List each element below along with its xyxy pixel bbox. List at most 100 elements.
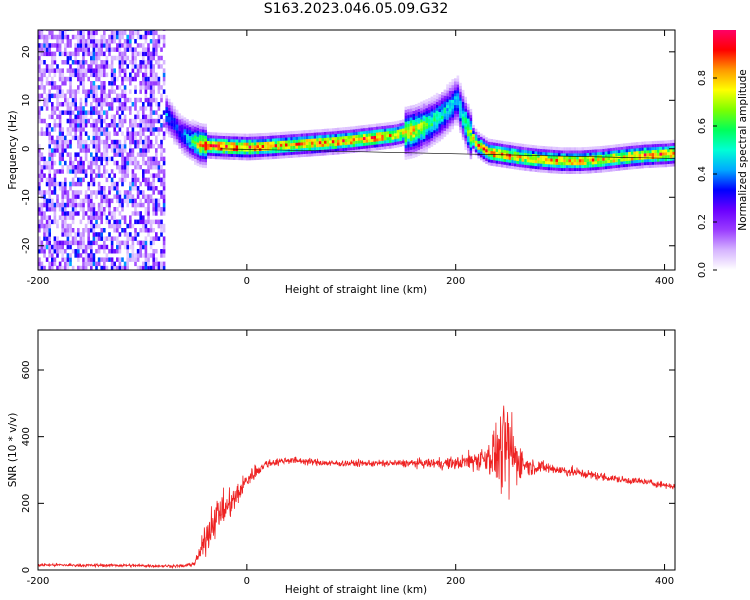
heatmap-cell-2422 (303, 136, 306, 140)
heatmap-cell-2072 (204, 153, 207, 157)
heatmap-cell-1454 (134, 39, 137, 44)
heatmap-cell-65 (40, 118, 44, 124)
heatmap-cell-1318 (126, 236, 129, 241)
heatmap-cell-2157 (227, 150, 231, 154)
heatmap-cell-3047 (446, 125, 449, 129)
heatmap-cell-1161 (116, 244, 119, 250)
heatmap-cell-1064 (108, 186, 111, 191)
heatmap-cell-3601 (581, 147, 584, 151)
heatmap-cell-439 (66, 118, 70, 124)
heatmap-cell-2961 (430, 99, 434, 103)
heatmap-cell-1889 (168, 107, 171, 111)
heatmap-cell-845 (92, 39, 96, 44)
x-tick-label: 0 (244, 276, 250, 287)
heatmap-cell-1633 (147, 118, 150, 124)
heatmap-cell-2094 (209, 149, 213, 153)
heatmap-cell-122 (45, 202, 49, 208)
heatmap-cell-3562 (571, 156, 574, 160)
heatmap-cell-764 (90, 249, 93, 254)
heatmap-cell-143 (45, 39, 49, 44)
heatmap-cell-280 (56, 148, 59, 153)
heatmap-cell-498 (71, 240, 75, 246)
heatmap-cell-2772 (404, 142, 408, 146)
heatmap-cell-888 (95, 47, 98, 52)
heatmap-cell-1304 (123, 55, 127, 61)
heatmap-cell-1206 (118, 190, 122, 195)
heatmap-cell-124 (45, 190, 49, 195)
heatmap-cell-1328 (126, 160, 129, 166)
heatmap-cell-1175 (116, 152, 119, 157)
heatmap-cell-2696 (383, 143, 387, 147)
heatmap-cell-2944 (428, 100, 431, 105)
heatmap-cell-3330 (503, 144, 506, 148)
heatmap-cell-2426 (305, 150, 309, 154)
heatmap-cell-3478 (547, 164, 551, 168)
heatmap-cell-324 (58, 93, 62, 99)
heatmap-cell-763 (90, 253, 93, 258)
heatmap-cell-3061 (446, 84, 449, 88)
heatmap-cell-1741 (155, 202, 158, 208)
heatmap-cell-3817 (643, 141, 647, 145)
heatmap-cell-1065 (108, 173, 111, 178)
heatmap-cell-235 (53, 219, 57, 225)
heatmap-cell-2669 (376, 144, 379, 148)
heatmap-cell-1140 (113, 139, 116, 145)
heatmap-cell-2847 (415, 130, 418, 134)
heatmap-cell-2070 (204, 159, 207, 163)
heatmap-cell-3377 (519, 167, 522, 171)
heatmap-cell-3603 (584, 167, 587, 171)
heatmap-cell-1265 (121, 55, 124, 61)
heatmap-cell-1812 (160, 169, 163, 174)
heatmap-cell-3805 (641, 150, 644, 154)
heatmap-cell-787 (90, 114, 93, 120)
heatmap-cell-826 (92, 135, 96, 141)
heatmap-cell-499 (71, 236, 75, 241)
heatmap-cell-2151 (225, 141, 228, 145)
heatmap-cell-2345 (282, 152, 285, 156)
heatmap-cell-3624 (589, 158, 592, 162)
heatmap-cell-1609 (147, 257, 150, 262)
heatmap-cell-2730 (391, 121, 395, 125)
heatmap-cell-755 (87, 47, 90, 52)
heatmap-cell-2562 (344, 144, 348, 148)
heatmap-cell-1849 (162, 160, 166, 166)
heatmap-cell-1563 (144, 261, 148, 267)
heatmap-cell-3494 (552, 170, 556, 174)
heatmap-cell-580 (77, 165, 80, 170)
heatmap-cell-3882 (664, 161, 668, 165)
heatmap-cell-2196 (238, 142, 241, 146)
heatmap-cell-3363 (513, 154, 517, 158)
heatmap-cell-2111 (214, 153, 218, 157)
heatmap-cell-375 (61, 51, 64, 57)
heatmap-cell-2948 (430, 137, 434, 141)
heatmap-cell-760 (90, 265, 93, 270)
heatmap-cell-583 (77, 144, 80, 149)
heatmap-cell-1120 (110, 30, 114, 36)
heatmap-cell-1361 (129, 144, 132, 149)
heatmap-cell-512 (71, 165, 75, 170)
heatmap-cell-2471 (318, 149, 322, 153)
heatmap-cell-750 (87, 89, 90, 94)
heatmap-cell-1408 (131, 76, 135, 82)
heatmap-cell-1248 (121, 156, 124, 162)
heatmap-cell-488 (69, 72, 72, 78)
heatmap-cell-401 (64, 139, 67, 145)
heatmap-cell-645 (79, 34, 83, 40)
heatmap-cell-1218 (118, 106, 122, 111)
heatmap-cell-142 (45, 43, 49, 48)
heatmap-cell-532 (74, 236, 77, 241)
heatmap-cell-3580 (576, 156, 579, 160)
heatmap-cell-3388 (521, 161, 525, 165)
heatmap-cell-800 (90, 51, 93, 57)
heatmap-cell-440 (66, 110, 70, 115)
heatmap-cell-2992 (435, 104, 439, 108)
heatmap-cell-1485 (136, 34, 140, 40)
heatmap-cell-1908 (173, 132, 176, 136)
heatmap-cell-3017 (441, 124, 444, 128)
heatmap-cell-462 (69, 215, 72, 220)
heatmap-cell-987 (103, 194, 106, 199)
heatmap-cell-2469 (316, 129, 319, 133)
heatmap-cell-1644 (147, 47, 150, 52)
heatmap-cell-2032 (196, 136, 200, 140)
heatmap-cell-95 (43, 165, 46, 170)
